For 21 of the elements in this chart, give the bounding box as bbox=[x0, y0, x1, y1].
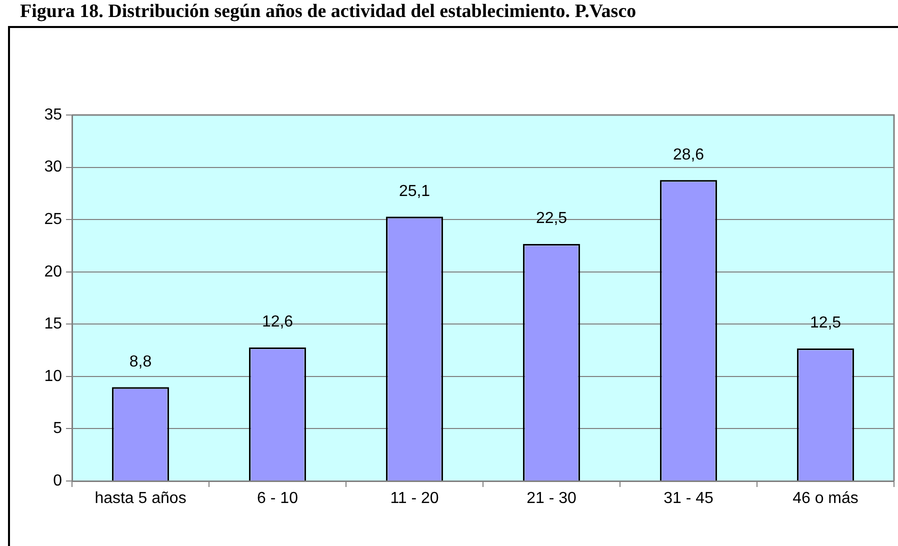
y-tick-label: 10 bbox=[44, 368, 62, 385]
x-tick-label: hasta 5 años bbox=[94, 490, 186, 508]
y-tick-label: 5 bbox=[53, 420, 62, 438]
x-tick-label: 46 o más bbox=[792, 490, 858, 508]
y-tick-label: 35 bbox=[44, 106, 62, 124]
chart-title: Figura 18. Distribución según años de actividad del establecimiento. P.Vasco bbox=[20, 1, 636, 23]
x-tick-label: 31 - 45 bbox=[664, 490, 714, 508]
data-label: 25,1 bbox=[398, 182, 430, 200]
data-label: 12,5 bbox=[810, 314, 842, 332]
y-tick-label: 15 bbox=[44, 316, 62, 333]
data-label: 8,8 bbox=[129, 353, 152, 370]
y-tick-label: 0 bbox=[53, 472, 62, 490]
data-label: 28,6 bbox=[672, 146, 704, 164]
y-tick-label: 20 bbox=[44, 263, 62, 280]
x-tick-label: 11 - 20 bbox=[390, 490, 439, 508]
x-tick-label: 21 - 30 bbox=[526, 490, 577, 508]
x-tick-label: 6 - 10 bbox=[257, 490, 298, 508]
y-tick-label: 25 bbox=[44, 210, 62, 228]
data-label: 22,5 bbox=[536, 210, 568, 228]
y-tick-label: 30 bbox=[44, 158, 62, 176]
data-label: 12,6 bbox=[262, 314, 294, 331]
